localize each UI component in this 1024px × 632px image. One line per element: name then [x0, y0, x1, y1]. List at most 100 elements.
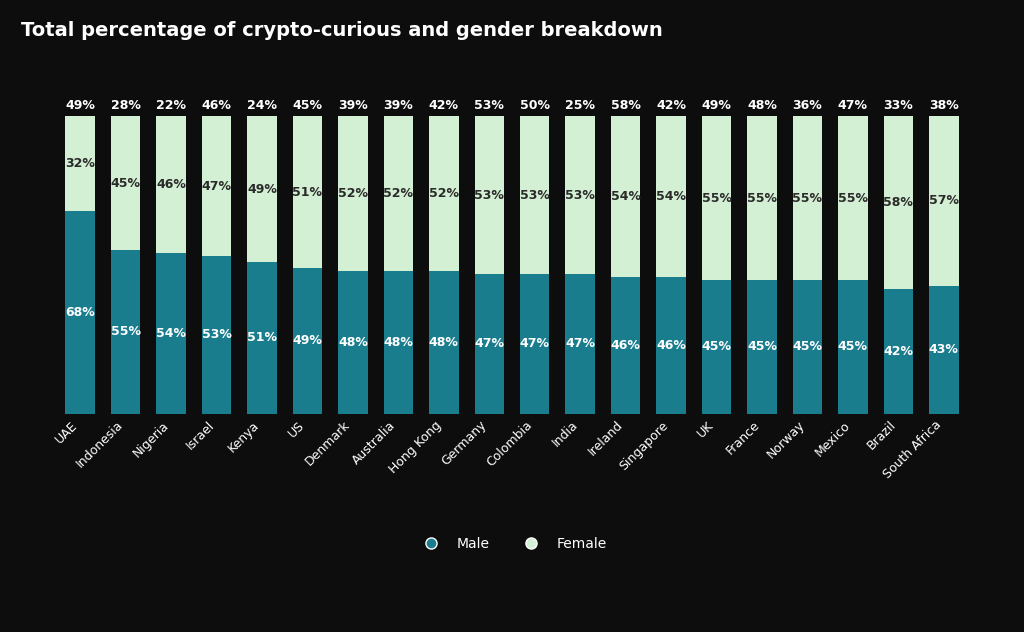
Bar	[701, 280, 731, 414]
Text: 53%: 53%	[565, 188, 595, 202]
Text: 49%: 49%	[66, 99, 95, 112]
Text: 45%: 45%	[793, 340, 822, 353]
Bar	[474, 116, 504, 274]
Bar	[247, 116, 276, 262]
Bar	[520, 274, 550, 414]
Text: 47%: 47%	[520, 337, 550, 350]
Text: 45%: 45%	[293, 99, 323, 112]
Text: 55%: 55%	[838, 191, 868, 205]
Text: 46%: 46%	[610, 339, 641, 352]
Bar	[111, 250, 140, 414]
Text: Total percentage of crypto-curious and gender breakdown: Total percentage of crypto-curious and g…	[20, 21, 663, 40]
Text: 45%: 45%	[111, 176, 140, 190]
Bar	[611, 277, 640, 414]
Text: 48%: 48%	[383, 336, 414, 349]
Bar	[111, 116, 140, 250]
Text: 39%: 39%	[338, 99, 368, 112]
Bar	[701, 116, 731, 280]
Bar	[293, 268, 323, 414]
Text: 47%: 47%	[565, 337, 595, 350]
Bar	[429, 271, 459, 414]
Text: 53%: 53%	[474, 99, 504, 112]
Text: 55%: 55%	[111, 325, 140, 338]
Text: 58%: 58%	[884, 196, 913, 209]
Bar	[247, 262, 276, 414]
Bar	[929, 116, 958, 286]
Text: 54%: 54%	[656, 190, 686, 203]
Text: 54%: 54%	[156, 327, 186, 340]
Bar	[157, 253, 186, 414]
Bar	[838, 116, 867, 280]
Text: 52%: 52%	[338, 187, 368, 200]
Bar	[66, 116, 95, 211]
Text: 33%: 33%	[884, 99, 913, 112]
Bar	[565, 274, 595, 414]
Text: 46%: 46%	[157, 178, 186, 191]
Text: 58%: 58%	[610, 99, 641, 112]
Text: 22%: 22%	[156, 99, 186, 112]
Text: 25%: 25%	[565, 99, 595, 112]
Bar	[748, 116, 777, 280]
Text: 49%: 49%	[247, 183, 276, 195]
Bar	[793, 280, 822, 414]
Bar	[565, 116, 595, 274]
Text: 57%: 57%	[929, 195, 958, 207]
Bar	[157, 116, 186, 253]
Text: 51%: 51%	[247, 331, 278, 344]
Text: 47%: 47%	[838, 99, 868, 112]
Text: 32%: 32%	[66, 157, 95, 170]
Text: 53%: 53%	[202, 329, 231, 341]
Bar	[384, 116, 413, 271]
Bar	[656, 277, 686, 414]
Text: 50%: 50%	[520, 99, 550, 112]
Text: 55%: 55%	[746, 191, 777, 205]
Text: 45%: 45%	[746, 340, 777, 353]
Bar	[520, 116, 550, 274]
Text: 43%: 43%	[929, 343, 958, 356]
Text: 24%: 24%	[247, 99, 278, 112]
Bar	[202, 256, 231, 414]
Text: 52%: 52%	[429, 187, 459, 200]
Bar	[338, 271, 368, 414]
Text: 42%: 42%	[656, 99, 686, 112]
Text: 42%: 42%	[884, 344, 913, 358]
Bar	[338, 116, 368, 271]
Bar	[656, 116, 686, 277]
Text: 47%: 47%	[202, 179, 231, 193]
Text: 49%: 49%	[701, 99, 731, 112]
Text: 42%: 42%	[429, 99, 459, 112]
Bar	[202, 116, 231, 256]
Text: 53%: 53%	[474, 188, 504, 202]
Text: 55%: 55%	[701, 191, 731, 205]
Bar	[293, 116, 323, 268]
Text: 55%: 55%	[793, 191, 822, 205]
Bar	[884, 116, 913, 289]
Bar	[838, 280, 867, 414]
Bar	[66, 211, 95, 414]
Text: 36%: 36%	[793, 99, 822, 112]
Text: 39%: 39%	[384, 99, 414, 112]
Text: 45%: 45%	[701, 340, 731, 353]
Text: 52%: 52%	[383, 187, 414, 200]
Legend: Male, Female: Male, Female	[412, 532, 612, 557]
Bar	[929, 286, 958, 414]
Bar	[429, 116, 459, 271]
Text: 45%: 45%	[838, 340, 868, 353]
Text: 48%: 48%	[748, 99, 777, 112]
Text: 54%: 54%	[610, 190, 641, 203]
Text: 38%: 38%	[929, 99, 958, 112]
Text: 53%: 53%	[520, 188, 550, 202]
Bar	[384, 271, 413, 414]
Text: 48%: 48%	[338, 336, 368, 349]
Text: 49%: 49%	[293, 334, 323, 348]
Text: 47%: 47%	[474, 337, 504, 350]
Bar	[793, 116, 822, 280]
Text: 46%: 46%	[656, 339, 686, 352]
Text: 28%: 28%	[111, 99, 140, 112]
Text: 68%: 68%	[66, 306, 95, 319]
Text: 46%: 46%	[202, 99, 231, 112]
Bar	[884, 289, 913, 414]
Bar	[474, 274, 504, 414]
Bar	[611, 116, 640, 277]
Text: 51%: 51%	[293, 186, 323, 198]
